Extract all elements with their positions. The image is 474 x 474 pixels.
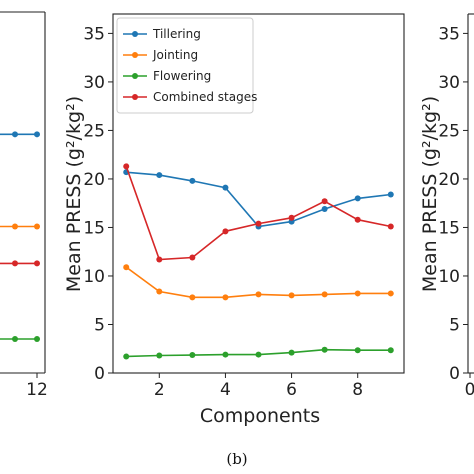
data-point-tillering [189, 177, 196, 184]
data-point-jointing [321, 291, 328, 298]
x-axis-label: Components [200, 405, 320, 427]
data-point-flowering [222, 351, 229, 358]
x-tick-label: 6 [286, 380, 297, 400]
data-point-flowering [123, 353, 130, 360]
right-y-tick-label: 30 [438, 73, 460, 93]
data-point-combined-stages [222, 228, 229, 235]
data-point-combined-stages [123, 163, 130, 170]
y-tick-label: 10 [83, 267, 105, 287]
data-point-tillering [354, 195, 361, 202]
data-point-flowering [354, 347, 361, 354]
x-tick-label: 4 [220, 380, 231, 400]
y-tick-label: 5 [94, 315, 105, 335]
data-point-combined-stages [321, 198, 328, 205]
left-partial-panel: 12 [0, 11, 48, 400]
left-data-point [34, 223, 40, 230]
data-point-flowering [321, 346, 328, 353]
data-point-combined-stages [156, 256, 163, 263]
series-line-combined-stages [125, 166, 391, 261]
data-point-jointing [222, 294, 229, 301]
data-point-combined-stages [255, 220, 262, 227]
legend-marker-flowering [132, 73, 138, 79]
right-y-tick-label: 35 [438, 24, 460, 44]
right-y-tick-label: 5 [449, 315, 460, 335]
data-point-tillering [321, 206, 328, 213]
legend-box [116, 17, 254, 114]
legend: Tillering Jointing Flowering Combined stage… [116, 17, 257, 114]
panel-b: 0 5 10 15 20 25 30 35 2 4 6 8 Components Mean PRES… [63, 13, 405, 427]
left-data-point [12, 336, 18, 343]
data-point-flowering [387, 347, 394, 354]
right-y-tick-label: 15 [438, 218, 460, 238]
data-point-tillering [387, 191, 394, 198]
data-point-jointing [288, 292, 295, 299]
data-point-flowering [255, 351, 262, 358]
legend-label-combined-stages: Combined stages [153, 90, 257, 104]
data-point-jointing [255, 291, 262, 298]
legend-marker-tillering [132, 31, 138, 37]
left-data-point [34, 260, 40, 267]
data-point-jointing [387, 290, 394, 297]
right-y-axis-label: Mean PRESS (g²/kg²) [419, 96, 441, 292]
panel-b-frame [112, 13, 405, 374]
left-data-point [12, 260, 18, 267]
data-point-jointing [123, 264, 130, 271]
right-x-tick-label: 0 [465, 380, 474, 400]
left-x-tick-label: 12 [26, 380, 48, 400]
y-tick-label: 15 [83, 218, 105, 238]
right-y-tick-label: 20 [438, 170, 460, 190]
data-point-jointing [354, 290, 361, 297]
data-point-combined-stages [288, 214, 295, 221]
data-point-flowering [156, 352, 163, 359]
y-tick-label: 35 [83, 24, 105, 44]
data-point-tillering [222, 184, 229, 191]
right-y-tick-label: 10 [438, 267, 460, 287]
series-line-tillering [126, 171, 391, 228]
right-y-tick-label: 25 [438, 121, 460, 141]
right-y-tick-label: 0 [449, 364, 460, 384]
x-tick-label: 2 [154, 380, 165, 400]
figure-caption: (b) [226, 450, 248, 468]
data-point-jointing [189, 294, 196, 301]
y-tick-label: 30 [83, 73, 105, 93]
y-tick-label: 25 [83, 121, 105, 141]
legend-label-flowering: Flowering [153, 69, 211, 83]
data-point-flowering [288, 349, 295, 356]
legend-marker-combined-stages [132, 94, 138, 100]
data-point-jointing [156, 288, 163, 295]
left-data-point [34, 336, 40, 343]
y-axis-label: Mean PRESS (g²/kg²) [63, 96, 85, 292]
left-data-point [12, 223, 18, 230]
right-partial-panel: 0 5 10 15 20 25 30 35 0 Mean PRESS (g²/kg²) [419, 13, 474, 400]
x-tick-label: 8 [352, 380, 363, 400]
legend-label-jointing: Jointing [152, 48, 198, 62]
left-data-point [34, 131, 40, 138]
left-data-point [12, 131, 18, 138]
y-tick-label: 20 [83, 170, 105, 190]
data-point-combined-stages [387, 223, 394, 230]
y-tick-label: 0 [94, 364, 105, 384]
data-point-tillering [156, 172, 163, 179]
legend-label-tillering: Tillering [152, 27, 201, 41]
data-point-combined-stages [189, 254, 196, 261]
data-point-flowering [189, 352, 196, 359]
legend-marker-jointing [132, 52, 138, 58]
data-point-combined-stages [354, 216, 361, 223]
